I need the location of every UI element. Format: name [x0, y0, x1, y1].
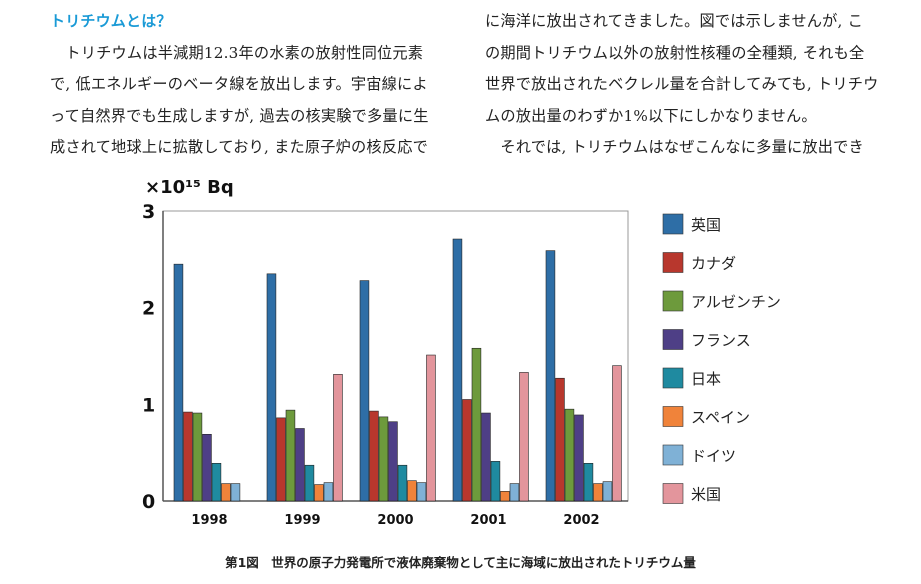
text-line: の期間トリチウム以外の放射性核種の全種類, それも全	[485, 43, 865, 62]
bar	[369, 410, 379, 502]
bar	[555, 377, 565, 502]
x-tick-label: 1998	[191, 513, 227, 528]
section-heading: トリチウムとは？	[50, 12, 172, 30]
y-tick-label: 1	[142, 394, 155, 416]
bar	[481, 412, 491, 502]
x-tick-label: 2001	[470, 513, 506, 528]
text-line: トリチウムは半減期12.3年の水素の放射性同位元素	[50, 43, 424, 62]
left-paragraph: トリチウムは半減期12.3年の水素の放射性同位元素 で, 低エネルギーのベータ線を…	[50, 38, 450, 164]
legend-label: 英国	[691, 216, 721, 234]
x-tick-label: 2002	[563, 513, 599, 528]
bar	[266, 273, 277, 502]
y-tick-label: 2	[142, 298, 155, 320]
legend-label: 日本	[691, 370, 721, 388]
bar	[593, 483, 603, 502]
bar	[192, 412, 203, 502]
y-tick-label: 0	[142, 491, 155, 513]
legend-swatch	[662, 483, 684, 504]
bar	[452, 238, 463, 502]
bar	[183, 411, 193, 502]
legend-swatch	[662, 290, 684, 312]
bar	[378, 416, 389, 502]
bar	[359, 280, 370, 502]
legend-label: フランス	[691, 332, 751, 350]
bar	[295, 428, 305, 502]
bar	[490, 461, 501, 502]
text-line: それでは, トリチウムはなぜこんなに多量に放出でき	[485, 138, 864, 156]
bar	[574, 414, 584, 502]
text-column-right: に海洋に放出されてきました。図では示しませんが, この期間トリチウム以外の放射性…	[485, 6, 885, 164]
legend-label: カナダ	[691, 255, 736, 273]
bar	[416, 482, 427, 502]
bar	[314, 484, 324, 502]
figure-caption: 第1図 世界の原子力発電所で液体廃棄物として主に海域に放出されたトリチウム量	[225, 555, 696, 570]
bar	[519, 372, 529, 502]
bar	[333, 374, 343, 502]
bar	[323, 482, 334, 502]
bar	[564, 408, 575, 502]
text-line: 世界で放出されたベクレル量を合計してみても, トリチウ	[485, 75, 879, 93]
text-line: って自然界でも生成しますが, 過去の核実験で多量に生	[50, 106, 429, 125]
legend-swatch	[662, 406, 684, 427]
x-tick-label: 2000	[377, 513, 413, 528]
y-tick-label: 3	[142, 201, 155, 223]
legend-swatch	[662, 252, 684, 273]
bar	[426, 354, 436, 502]
bar	[173, 263, 184, 502]
bar	[202, 433, 212, 502]
bar	[545, 250, 556, 502]
text-column-left: トリチウムとは？ トリチウムは半減期12.3年の水素の放射性同位元素 で, 低エネ…	[50, 6, 450, 164]
bar	[211, 462, 222, 502]
bar	[602, 481, 613, 502]
bar	[462, 399, 472, 502]
legend-swatch	[662, 329, 684, 350]
right-paragraph: に海洋に放出されてきました。図では示しませんが, この期間トリチウム以外の放射性…	[485, 6, 885, 164]
legend-label: ドイツ	[691, 447, 736, 465]
bar	[397, 464, 408, 502]
bar	[612, 365, 622, 502]
legend-swatch	[662, 367, 684, 389]
legend-label: スペイン	[691, 409, 750, 427]
legend-label: 米国	[691, 486, 721, 504]
text-line: ムの放出量のわずか1%以下にしかなりません。	[485, 106, 817, 125]
bar	[407, 480, 417, 502]
unit-label: ×10¹⁵ Bq	[145, 177, 234, 198]
bar	[388, 421, 398, 502]
bar	[471, 347, 482, 502]
text-line: で, 低エネルギーのベータ線を放出します。宇宙線によ	[50, 75, 428, 93]
legend-label: アルゼンチン	[691, 293, 781, 311]
legend-swatch	[662, 444, 684, 466]
legend-swatch	[662, 213, 684, 235]
text-line: 成されて地球上に拡散しており, また原子炉の核反応で	[50, 138, 428, 156]
bar	[276, 417, 286, 502]
bar	[285, 409, 296, 502]
text-line: に海洋に放出されてきました。図では示しませんが, こ	[485, 12, 863, 30]
bar	[221, 483, 231, 502]
bar	[509, 483, 520, 502]
bar	[583, 462, 594, 502]
bar	[304, 464, 315, 502]
bar	[230, 483, 241, 502]
x-tick-label: 1999	[284, 513, 320, 528]
bar	[500, 491, 510, 502]
